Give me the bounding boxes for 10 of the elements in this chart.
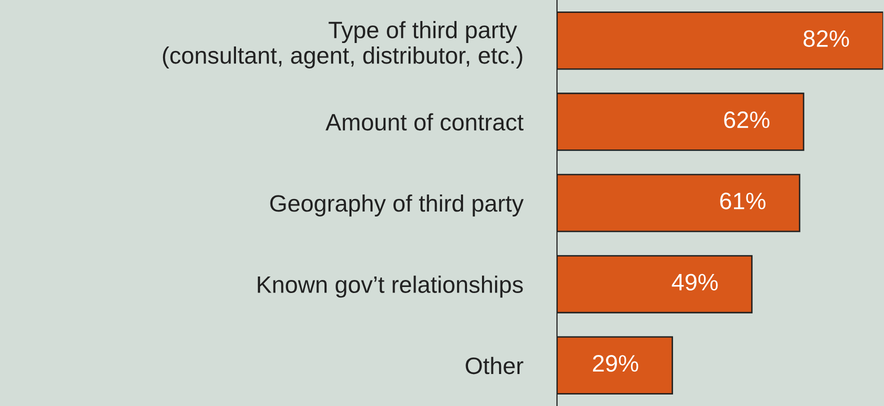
y-tick-label: Other	[466, 356, 524, 374]
y-tick-label: Type of third party (consultant, agent, distributor, etc.)	[162, 21, 522, 68]
data-label: 49%	[672, 274, 718, 291]
data-label: 62%	[724, 111, 770, 128]
y-tick-label: Amount of contract	[326, 113, 524, 131]
y-tick-label: Known gov’t relationships	[258, 276, 523, 298]
data-label: 82%	[804, 30, 849, 47]
data-label: 61%	[720, 192, 766, 210]
data-label: 29%	[592, 355, 638, 372]
y-tick-label: Geography of third party	[270, 194, 524, 216]
